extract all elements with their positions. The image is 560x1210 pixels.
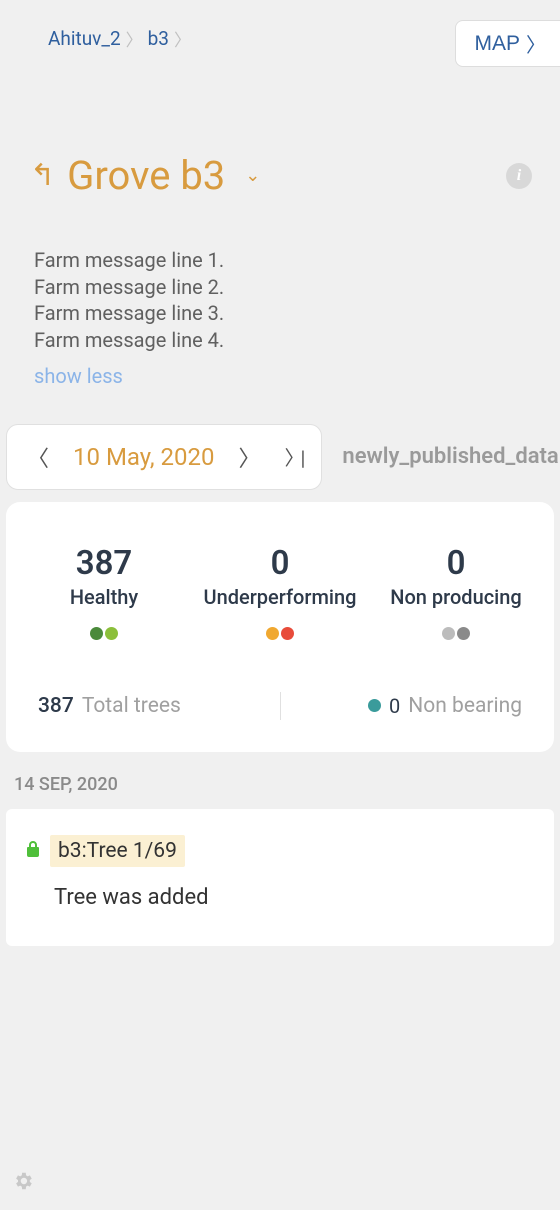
section-date: 14 SEP, 2020 (14, 774, 560, 795)
status-dot-icon (105, 627, 118, 640)
stat-value: 0 (368, 544, 544, 583)
stat-label: Underperforming (192, 585, 368, 609)
chevron-down-icon[interactable]: ⌄ (245, 165, 260, 186)
show-less-link[interactable]: show less (34, 363, 560, 390)
status-dot-icon (281, 627, 294, 640)
total-trees-value: 387 (38, 694, 74, 718)
stat-underperforming: 0 Underperforming (192, 544, 368, 640)
latest-date-button[interactable]: 〉| (285, 442, 302, 471)
status-dot-icon (266, 627, 279, 640)
total-trees-label: Total trees (82, 694, 181, 718)
non-bearing-value: 0 (389, 694, 400, 718)
farm-message-line: Farm message line 1. (34, 247, 560, 274)
tree-tag: b3:Tree 1/69 (50, 835, 185, 867)
prev-date-button[interactable]: 〈 (27, 441, 49, 473)
status-dot-icon (90, 627, 103, 640)
farm-message-line: Farm message line 3. (34, 300, 560, 327)
stat-label: Non producing (368, 585, 544, 609)
event-description: Tree was added (54, 885, 534, 910)
page-title: Grove b3 (67, 152, 225, 199)
non-bearing-label: Non bearing (408, 694, 522, 718)
farm-message-line: Farm message line 4. (34, 327, 560, 354)
stat-nonproducing: 0 Non producing (368, 544, 544, 640)
chevron-right-icon: 〉 (126, 26, 143, 51)
date-selector: 〈 10 May, 2020 〉 〉| (6, 424, 322, 490)
breadcrumb-grove[interactable]: b3 (148, 27, 169, 50)
status-dot-icon (457, 627, 470, 640)
status-dot-icon (442, 627, 455, 640)
gear-icon[interactable] (12, 1170, 34, 1198)
stat-value: 387 (16, 544, 192, 583)
lock-icon (26, 840, 40, 862)
published-data-label: newly_published_data (342, 444, 558, 469)
stats-card: 387 Healthy 0 Underperforming 0 Non prod… (6, 502, 554, 752)
map-button[interactable]: MAP 〉 (455, 20, 560, 67)
current-date[interactable]: 10 May, 2020 (73, 443, 215, 471)
back-arrow-icon[interactable]: ↰ (30, 158, 55, 193)
stat-healthy: 387 Healthy (16, 544, 192, 640)
farm-message-line: Farm message line 2. (34, 274, 560, 301)
event-card[interactable]: b3:Tree 1/69 Tree was added (6, 809, 554, 946)
chevron-right-icon: 〉 (526, 29, 546, 58)
info-icon[interactable]: i (506, 163, 532, 189)
breadcrumb: Ahituv_2 〉 b3 〉 (48, 20, 191, 51)
stat-label: Healthy (16, 585, 192, 609)
breadcrumb-farm[interactable]: Ahituv_2 (48, 27, 121, 50)
stat-value: 0 (192, 544, 368, 583)
total-trees: 387 Total trees (38, 694, 280, 718)
next-date-button[interactable]: 〉 (239, 441, 261, 473)
map-button-label: MAP (474, 32, 520, 56)
chevron-right-icon: 〉 (174, 26, 191, 51)
non-bearing: 0 Non bearing (368, 694, 522, 718)
status-dot-icon (368, 699, 381, 712)
farm-messages: Farm message line 1. Farm message line 2… (0, 199, 560, 390)
